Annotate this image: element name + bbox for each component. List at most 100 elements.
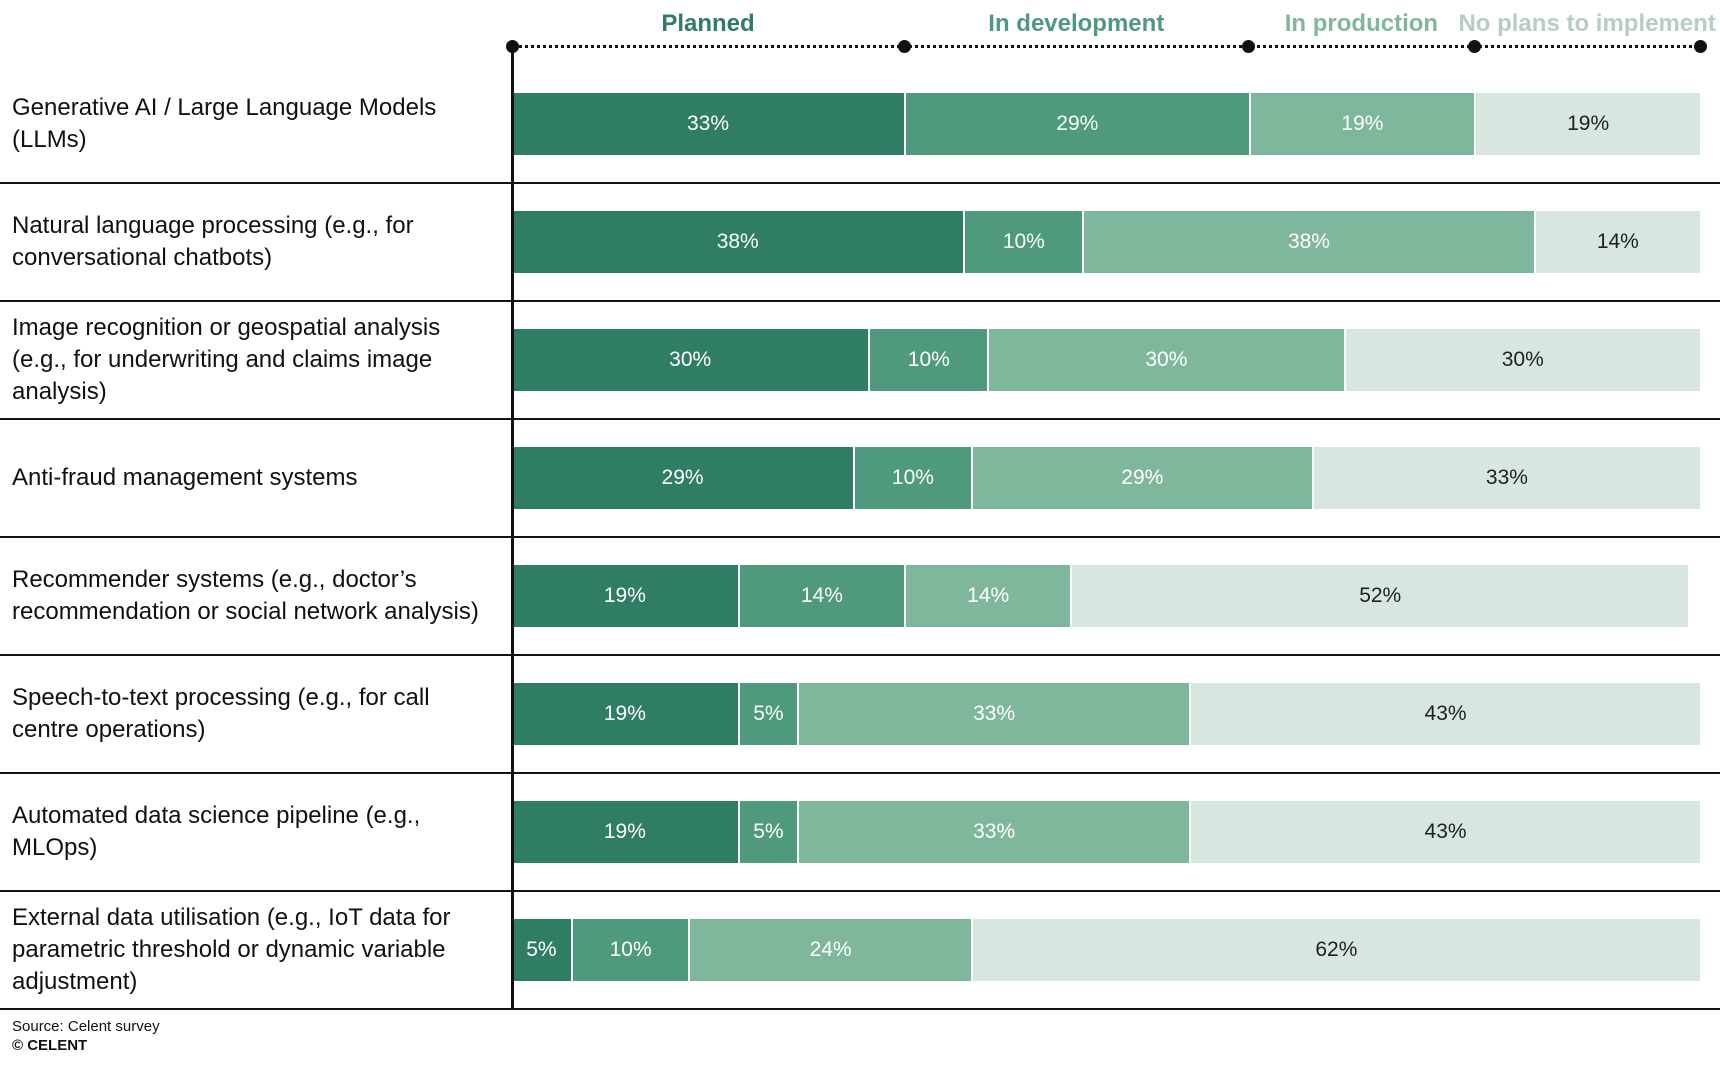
row-label: Image recognition or geospatial analysis… [12, 314, 441, 405]
bar-segment-no-plans-to-implement: 43% [1189, 801, 1700, 863]
segment-value: 5% [753, 820, 784, 843]
bar-segment-in-production: 29% [970, 447, 1312, 509]
copyright: © CELENT [12, 1036, 88, 1054]
bar-segment-in-development: 29% [904, 93, 1249, 155]
segment-value: 43% [1424, 820, 1467, 843]
bar-area: 19% 14% 14% 52% [512, 565, 1700, 627]
bar-segment-planned: 19% [512, 683, 738, 745]
chart-row: Recommender systems (e.g., doctor’s reco… [0, 538, 1720, 656]
chart-row: External data utilisation (e.g., IoT dat… [0, 892, 1720, 1010]
row-label: Recommender systems (e.g., doctor’s reco… [12, 566, 479, 625]
segment-value: 30% [1501, 348, 1544, 371]
bar-area: 29% 10% 29% 33% [512, 447, 1700, 509]
stacked-bar: 5% 10% 24% 62% [512, 919, 1700, 981]
stacked-bar: 19% 14% 14% 52% [512, 565, 1700, 627]
bar-area: 38% 10% 38% 14% [512, 211, 1700, 273]
row-label: Anti-fraud management systems [12, 464, 358, 492]
chart-row: Automated data science pipeline (e.g., M… [0, 774, 1720, 892]
bar-segment-planned: 33% [512, 93, 905, 155]
stacked-bar: 38% 10% 38% 14% [512, 211, 1700, 273]
segment-value: 30% [669, 348, 712, 371]
segment-value: 29% [1056, 112, 1099, 135]
chart-row: Image recognition or geospatial analysis… [0, 302, 1720, 420]
bar-segment-planned: 19% [512, 565, 738, 627]
bar-segment-planned: 5% [512, 919, 571, 981]
stacked-bar: 29% 10% 29% 33% [512, 447, 1700, 509]
segment-value: 30% [1145, 348, 1188, 371]
segment-value: 19% [1341, 112, 1384, 135]
legend-label-planned: Planned [661, 10, 755, 37]
legend-label-in-development: In development [988, 10, 1165, 37]
row-label: Generative AI / Large Language Models (L… [12, 94, 437, 153]
segment-value: 38% [1287, 230, 1330, 253]
bar-area: 5% 10% 24% 62% [512, 919, 1700, 981]
row-label: Speech-to-text processing (e.g., for cal… [12, 684, 430, 743]
segment-value: 10% [1002, 230, 1045, 253]
bar-segment-in-development: 10% [853, 447, 971, 509]
bar-area: 30% 10% 30% 30% [512, 329, 1700, 391]
axis-dot [897, 40, 911, 53]
stacked-bar: 30% 10% 30% 30% [512, 329, 1700, 391]
segment-value: 24% [809, 938, 852, 961]
segment-value: 33% [973, 702, 1016, 725]
bar-segment-planned: 30% [512, 329, 869, 391]
axis-dot [1467, 40, 1481, 53]
bar-segment-no-plans-to-implement: 14% [1533, 211, 1700, 273]
bar-segment-no-plans-to-implement: 33% [1311, 447, 1700, 509]
bar-area: 19% 5% 33% 43% [512, 801, 1700, 863]
bar-segment-in-development: 5% [737, 683, 798, 745]
chart-rows: Generative AI / Large Language Models (L… [0, 66, 1720, 1010]
segment-value: 29% [1121, 466, 1164, 489]
segment-value: 38% [716, 230, 759, 253]
segment-value: 33% [687, 112, 730, 135]
bar-area: 33% 29% 19% 19% [512, 93, 1700, 155]
legend-track: Planned In development In production No pla… [505, 0, 1716, 66]
bar-segment-no-plans-to-implement: 30% [1343, 329, 1700, 391]
bar-segment-in-production: 38% [1082, 211, 1534, 273]
bar-segment-no-plans-to-implement: 19% [1474, 93, 1700, 155]
segment-value: 10% [891, 466, 934, 489]
stacked-bar: 33% 29% 19% 19% [512, 93, 1700, 155]
segment-value: 10% [907, 348, 950, 371]
segment-value: 33% [973, 820, 1016, 843]
bar-segment-no-plans-to-implement: 62% [970, 919, 1700, 981]
bar-segment-in-production: 24% [688, 919, 971, 981]
bar-segment-in-development: 10% [963, 211, 1083, 273]
chart-legend: Planned In development In production No pla… [0, 0, 1720, 66]
segment-value: 5% [526, 938, 557, 961]
segment-value: 19% [603, 702, 646, 725]
segment-value: 62% [1315, 938, 1358, 961]
row-label: External data utilisation (e.g., IoT dat… [12, 904, 451, 995]
axis-dot [1242, 40, 1256, 53]
chart-row: Natural language processing (e.g., for c… [0, 184, 1720, 302]
segment-value: 14% [967, 584, 1010, 607]
bar-segment-in-production: 30% [987, 329, 1344, 391]
chart-row: Speech-to-text processing (e.g., for cal… [0, 656, 1720, 774]
segment-value: 14% [800, 584, 843, 607]
segment-value: 19% [603, 584, 646, 607]
bar-segment-in-development: 10% [868, 329, 988, 391]
bar-segment-in-production: 14% [904, 565, 1071, 627]
bar-segment-in-development: 10% [570, 919, 689, 981]
legend-label-no-plans-to-implement: No plans to implement [1458, 10, 1716, 37]
chart-row: Generative AI / Large Language Models (L… [0, 66, 1720, 184]
segment-value: 10% [609, 938, 652, 961]
segment-value: 14% [1596, 230, 1639, 253]
legend-dotted-line [512, 45, 1700, 48]
bar-segment-in-production: 33% [797, 683, 1190, 745]
segment-value: 52% [1359, 584, 1402, 607]
bar-segment-in-production: 19% [1248, 93, 1475, 155]
legend-label-in-production: In production [1284, 10, 1439, 37]
bar-segment-in-development: 5% [737, 801, 798, 863]
bar-segment-planned: 29% [512, 447, 854, 509]
bar-segment-planned: 19% [512, 801, 738, 863]
bar-segment-in-development: 14% [737, 565, 905, 627]
segment-value: 43% [1424, 702, 1467, 725]
segment-value: 33% [1485, 466, 1528, 489]
stacked-bar: 19% 5% 33% 43% [512, 801, 1700, 863]
legend-spacer [0, 0, 512, 66]
bar-area: 19% 5% 33% 43% [512, 683, 1700, 745]
bar-segment-no-plans-to-implement: 43% [1189, 683, 1700, 745]
row-label: Automated data science pipeline (e.g., M… [12, 802, 421, 861]
